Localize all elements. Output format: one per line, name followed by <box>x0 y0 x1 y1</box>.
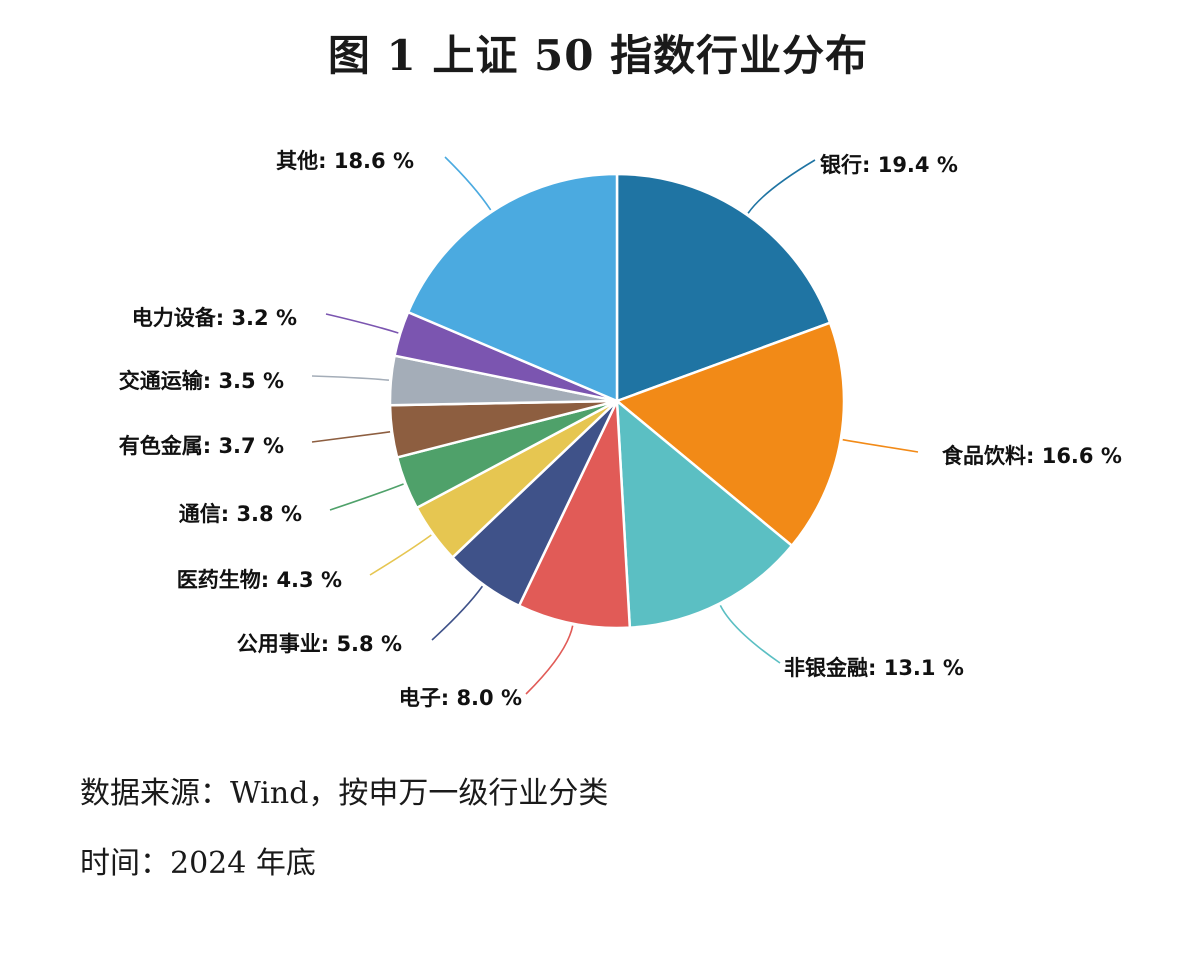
slice-label-8: 有色金属: 3.7 % <box>119 434 284 458</box>
slice-label-9: 交通运输: 3.5 % <box>119 369 284 393</box>
pie-slice-2 <box>614 321 846 548</box>
leader-line-6 <box>369 534 432 576</box>
leader-line-5 <box>431 585 484 641</box>
leader-line-10 <box>325 313 399 334</box>
leader-line-11 <box>444 156 492 211</box>
source-note: 数据来源：Wind，按申万一级行业分类 <box>80 776 609 811</box>
leader-lines <box>311 156 919 695</box>
leader-line-7 <box>329 483 404 511</box>
slice-label-11: 其他: 18.6 % <box>276 149 414 173</box>
pie-slice-1 <box>615 172 832 403</box>
leader-line-9 <box>311 375 390 381</box>
pie-slice-4 <box>517 400 632 630</box>
pie-slice-3 <box>615 398 794 629</box>
leader-line-1 <box>747 159 816 214</box>
leader-line-8 <box>311 431 391 443</box>
slice-label-3: 非银金融: 13.1 % <box>784 656 964 680</box>
pie-slices <box>388 172 846 630</box>
slice-label-2: 食品饮料: 16.6 % <box>942 444 1122 468</box>
slice-label-10: 电力设备: 3.2 % <box>132 306 297 330</box>
slice-label-4: 电子: 8.0 % <box>399 686 522 710</box>
slice-label-1: 银行: 19.4 % <box>820 153 958 177</box>
slice-label-7: 通信: 3.8 % <box>179 502 302 526</box>
chart-title: 图 1 上证 50 指数行业分布 <box>327 31 869 80</box>
slice-label-5: 公用事业: 5.8 % <box>237 632 402 656</box>
leader-line-4 <box>525 625 574 695</box>
pie-slice-11 <box>406 172 619 403</box>
time-note: 时间：2024 年底 <box>80 846 316 881</box>
slice-label-6: 医药生物: 4.3 % <box>177 568 342 592</box>
leader-line-2 <box>842 438 919 453</box>
slice-labels: 银行: 19.4 % 食品饮料: 16.6 % 非银金融: 13.1 % 电子: 8.… <box>119 149 1122 710</box>
leader-line-3 <box>719 605 781 664</box>
